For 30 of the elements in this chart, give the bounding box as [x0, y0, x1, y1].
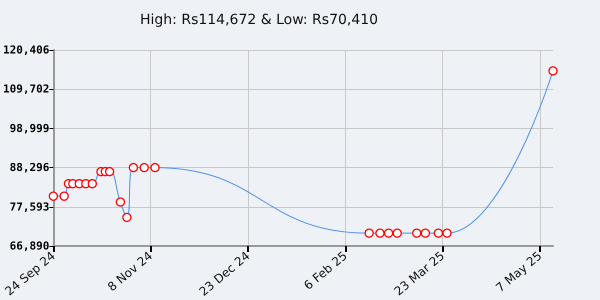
point [116, 197, 126, 207]
y-tick-label: 109,702 [3, 82, 50, 96]
point [420, 228, 430, 238]
x-tick-label: 8 Nov 24 [104, 248, 156, 294]
x-tick-label: 23 Mar 25 [392, 248, 448, 298]
point [392, 228, 402, 238]
point [434, 228, 444, 238]
point [548, 66, 558, 76]
point [140, 162, 149, 172]
y-tick-label: 66,890 [10, 240, 50, 253]
point [60, 192, 69, 201]
x-tick-label: 23 Dec 24 [196, 248, 253, 299]
chart-title: High: Rs114,672 & Low: Rs70,410 [140, 12, 378, 28]
point [412, 228, 422, 238]
point [104, 166, 114, 176]
point [122, 212, 132, 222]
point [88, 179, 97, 188]
x-tick-label: 6 Feb 25 [301, 248, 350, 293]
x-tick-label: 7 May 25 [493, 248, 545, 295]
point [48, 192, 58, 201]
y-tick-label: 98,999 [10, 122, 50, 135]
point [364, 228, 374, 238]
point [375, 228, 385, 238]
point [128, 162, 138, 172]
y-tick-label: 120,406 [3, 44, 50, 56]
point [384, 228, 394, 238]
y-tick-label: 77,593 [10, 200, 50, 214]
y-tick-label: 88,296 [10, 161, 50, 174]
point [442, 228, 452, 238]
point [150, 162, 160, 172]
